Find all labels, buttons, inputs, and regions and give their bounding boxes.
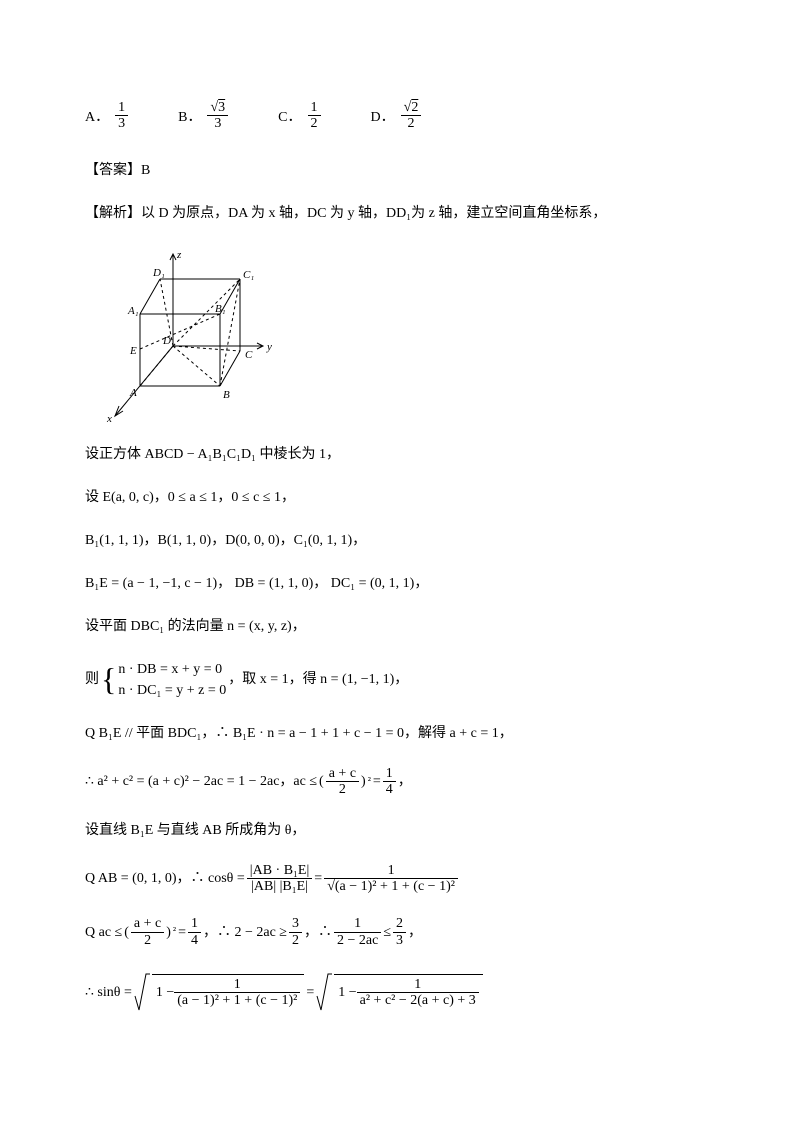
sq-11: ²: [173, 924, 176, 940]
step-4: B₁E = (a − 1, −1, c − 1)， DB = (1, 1, 0)…: [85, 573, 709, 594]
option-c: C． 1 2: [278, 100, 320, 132]
eq-6b: n · DC₁ = y + z = 0: [118, 680, 226, 701]
svg-text:x: x: [106, 413, 112, 425]
sq-8: ²: [368, 774, 371, 790]
eq-6a: n · DB = x + y = 0: [118, 659, 226, 680]
step-3: B₁(1, 1, 1)，B(1, 1, 0)，D(0, 0, 0)，C₁(0, …: [85, 530, 709, 551]
svg-text:A: A: [129, 387, 137, 399]
step-6: 则 { n · DB = x + y = 0 n · DC₁ = y + z =…: [85, 659, 408, 701]
sqrt-12-right: [316, 970, 332, 1014]
svg-text:E: E: [129, 345, 137, 357]
vec-db: DB = (1, 1, 0)，: [235, 576, 328, 591]
svg-text:D₁: D₁: [152, 267, 165, 279]
left-brace-icon: {: [101, 665, 116, 694]
answer-line: 【答案】B: [85, 160, 709, 181]
option-b-fraction: √3 3: [207, 100, 228, 132]
svg-text:B: B: [223, 389, 230, 401]
frac-12c: 1 a² + c² − 2(a + c) + 3: [357, 977, 479, 1009]
option-d: D． √2 2: [371, 100, 422, 132]
svg-text:C₁: C₁: [243, 269, 254, 281]
step-8a: ∴ a² + c² = (a + c)² − 2ac = 1 − 2ac，ac …: [85, 771, 317, 792]
option-a-label: A．: [85, 106, 109, 126]
comma-8: ，: [398, 771, 412, 792]
frac-11f: 1 2 − 2ac: [334, 916, 381, 948]
step-1: 设正方体 ABCD − A₁B₁C₁D₁ 中棱长为 1，: [85, 444, 709, 465]
svg-text:z: z: [176, 249, 182, 261]
sqrt-12-left: [134, 970, 150, 1014]
brace-prefix: 则: [85, 669, 99, 690]
step-12a: ∴ sinθ =: [85, 982, 132, 1003]
svg-text:D: D: [162, 335, 171, 347]
step-7: Q B₁E // 平面 BDC₁，∴ B₁E · n = a − 1 + 1 +…: [85, 723, 709, 744]
vec-b1e: B₁E = (a − 1, −1, c − 1)，: [85, 576, 231, 591]
option-c-fraction: 1 2: [308, 100, 321, 132]
multiple-choice-options: A． 1 3 B． √3 3 C． 1 2 D． √2 2: [85, 100, 709, 132]
svg-text:y: y: [266, 341, 272, 353]
step-9: 设直线 B₁E 与直线 AB 所成角为 θ，: [85, 820, 709, 841]
step-11-pre: Q ac ≤: [85, 922, 122, 943]
step-10a: Q AB = (0, 1, 0)，∴ cosθ =: [85, 868, 245, 889]
option-b: B． √3 3: [178, 100, 228, 132]
option-a: A． 1 3: [85, 100, 128, 132]
step-10: Q AB = (0, 1, 0)，∴ cosθ = |AB · B₁E| |AB…: [85, 863, 458, 895]
analysis-intro: 【解析】以 D 为原点，DA 为 x 轴，DC 为 y 轴，DD₁为 z 轴，建…: [85, 203, 709, 224]
vec-dc1: DC₁ = (0, 1, 1)，: [331, 576, 429, 591]
option-a-fraction: 1 3: [115, 100, 128, 132]
frac-12b: 1 (a − 1)² + 1 + (c − 1)²: [174, 977, 300, 1009]
frac-11a: a + c 2: [131, 916, 164, 948]
step-5: 设平面 DBC₁ 的法向量 n = (x, y, z)，: [85, 616, 709, 637]
svg-text:A₁: A₁: [127, 305, 139, 317]
option-c-label: C．: [278, 106, 301, 126]
option-b-label: B．: [178, 106, 201, 126]
eq-10-mid: =: [314, 868, 322, 889]
frac-11b: 1 4: [188, 916, 201, 948]
frac-10-right: 1 √(a − 1)² + 1 + (c − 1)²: [324, 863, 458, 895]
svg-text:C: C: [245, 349, 253, 361]
frac-8e: 1 4: [383, 766, 396, 798]
step-8: ∴ a² + c² = (a + c)² − 2ac = 1 − 2ac，ac …: [85, 766, 412, 798]
step-11: Q ac ≤ ( a + c 2 ) ² = 1 4 ，∴ 2 − 2ac ≥ …: [85, 916, 422, 948]
svg-text:B₁: B₁: [215, 303, 226, 315]
step-2: 设 E(a, 0, c)，0 ≤ a ≤ 1，0 ≤ c ≤ 1，: [85, 487, 709, 508]
frac-11d: 3 2: [289, 916, 302, 948]
step-12: ∴ sinθ = 1 − 1 (a − 1)² + 1 + (c − 1)² =…: [85, 970, 483, 1014]
option-d-fraction: √2 2: [401, 100, 422, 132]
frac-11h: 2 3: [393, 916, 406, 948]
frac-10-left: |AB · B₁E| |AB| |B₁E|: [247, 863, 313, 895]
option-d-label: D．: [371, 106, 395, 126]
eq-8d: =: [373, 771, 381, 792]
step-6-tail: ，取 x = 1，得 n = (1, −1, 1)，: [228, 669, 408, 690]
cube-diagram: A B C D A₁ B₁ C₁ D₁ E z y x: [85, 246, 285, 426]
frac-8b: a + c 2: [326, 766, 359, 798]
